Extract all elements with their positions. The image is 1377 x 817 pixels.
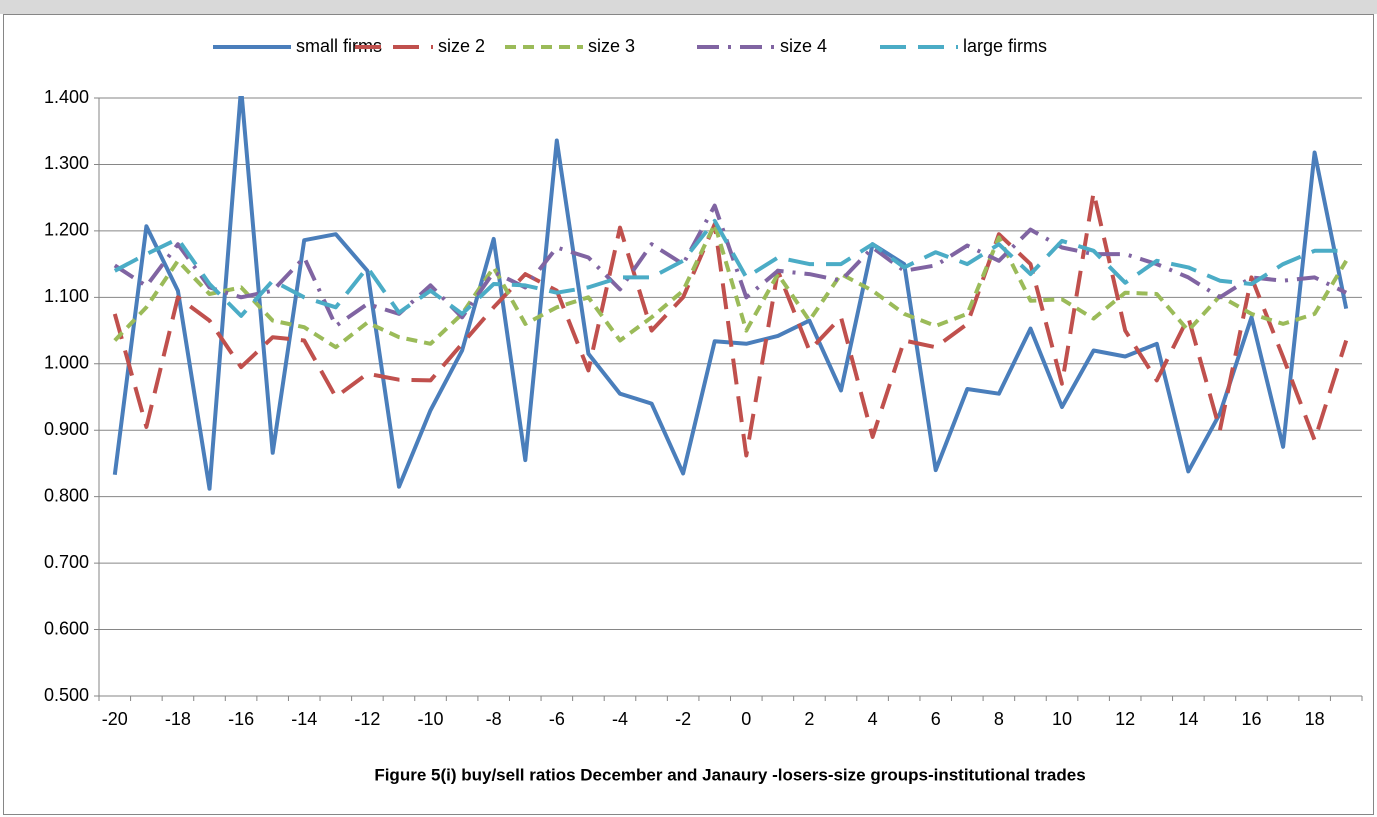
- line-series: [113, 203, 1348, 328]
- x-tick-label: 12: [1115, 709, 1135, 729]
- y-tick-label: 1.300: [44, 153, 89, 173]
- y-tick-label: 1.200: [44, 220, 89, 240]
- line-series: [113, 218, 1347, 318]
- legend-label: small firms: [296, 36, 382, 56]
- line-series: [112, 190, 1349, 458]
- chart-border: [3, 14, 1374, 815]
- x-tick-label: -14: [291, 709, 317, 729]
- x-tick-label: -2: [675, 709, 691, 729]
- legend-label: size 4: [780, 36, 827, 56]
- y-tick-label: 0.500: [44, 685, 89, 705]
- y-tick-label: 0.900: [44, 419, 89, 439]
- top-strip: [0, 0, 1377, 14]
- x-tick-label: 10: [1052, 709, 1072, 729]
- x-tick-label: 14: [1178, 709, 1198, 729]
- x-tick-label: 18: [1305, 709, 1325, 729]
- y-tick-label: 1.000: [44, 353, 89, 373]
- legend-label: large firms: [963, 36, 1047, 56]
- x-tick-label: 8: [994, 709, 1004, 729]
- x-tick-label: -20: [102, 709, 128, 729]
- legend-label: size 2: [438, 36, 485, 56]
- x-tick-label: -18: [165, 709, 191, 729]
- legend-label: size 3: [588, 36, 635, 56]
- x-tick-label: 6: [931, 709, 941, 729]
- y-tick-label: 1.100: [44, 286, 89, 306]
- x-tick-label: -6: [549, 709, 565, 729]
- x-tick-label: -8: [486, 709, 502, 729]
- x-tick-label: 16: [1241, 709, 1261, 729]
- y-tick-label: 0.700: [44, 552, 89, 572]
- chart-title: Figure 5(i) buy/sell ratios December and…: [374, 765, 1085, 784]
- x-tick-label: 4: [868, 709, 878, 729]
- x-tick-label: -12: [354, 709, 380, 729]
- x-tick-label: -4: [612, 709, 628, 729]
- line-series: [113, 222, 1348, 350]
- x-tick-label: -10: [418, 709, 444, 729]
- x-tick-label: 0: [741, 709, 751, 729]
- plot: [112, 96, 1349, 491]
- x-tick-label: -16: [228, 709, 254, 729]
- y-tick-label: 1.400: [44, 87, 89, 107]
- y-tick-label: 0.800: [44, 485, 89, 505]
- x-tick-label: 2: [804, 709, 814, 729]
- y-tick-label: 0.600: [44, 618, 89, 638]
